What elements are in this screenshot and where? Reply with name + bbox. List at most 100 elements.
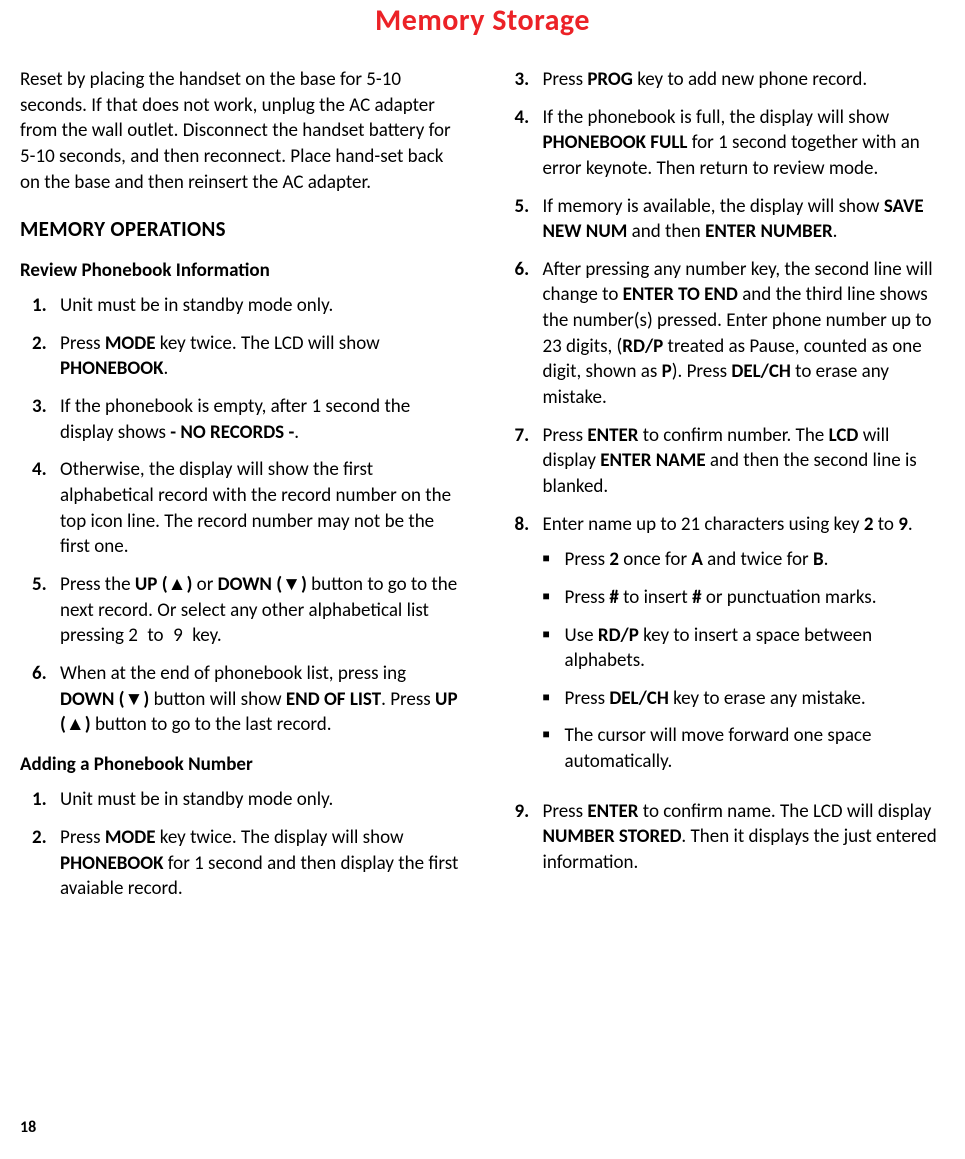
text-run: If memory is available, the display will… [543, 195, 884, 218]
text-run: . [163, 357, 168, 380]
content-columns: Reset by placing the handset on the base… [20, 67, 945, 914]
text-run: to confirm number. The [638, 424, 828, 447]
step-number: 9. [515, 799, 543, 876]
review-step-4: 4. Otherwise, the display will show the … [20, 457, 463, 560]
step-text: Unit must be in standby mode only. [60, 293, 463, 319]
text-bold: 9 [898, 513, 908, 536]
review-step-5: 5. Press the UP (▲) or DOWN (▼) button t… [20, 572, 463, 649]
text-run: key to erase any mistake. [669, 687, 866, 710]
step-text: Press the UP (▲) or DOWN (▼) button to g… [60, 572, 463, 649]
square-bullet-icon: ■ [543, 585, 565, 611]
text-bold: ENTER [587, 800, 638, 823]
text-run: or [192, 573, 217, 596]
step-text: Press MODE key twice. The display will s… [60, 825, 463, 902]
add-step-5: 5. If memory is available, the display w… [503, 194, 946, 245]
text-run: If the phonebook is full, the display wi… [543, 106, 890, 129]
right-column: 3. Press PROG key to add new phone recor… [503, 67, 946, 914]
text-run: button will show [149, 688, 286, 711]
text-run: and then [627, 220, 705, 243]
step-text: When at the end of phonebook list, press… [60, 661, 463, 738]
text-bold: DEL/CH [731, 360, 791, 383]
step-text: Press MODE key twice. The LCD will show … [60, 331, 463, 382]
review-list: 1. Unit must be in standby mode only. 2.… [20, 293, 463, 738]
page-number: 18 [20, 1118, 36, 1137]
text-bold: ENTER NAME [600, 449, 705, 472]
bullet-3: ■ Use RD/P key to insert a space between… [543, 623, 946, 674]
text-run: Press [565, 586, 610, 609]
left-column: Reset by placing the handset on the base… [20, 67, 463, 914]
add-list: 1. Unit must be in standby mode only. 2.… [20, 787, 463, 902]
text-bold: RD/P [598, 624, 639, 647]
add-list-continued: 3. Press PROG key to add new phone recor… [503, 67, 946, 876]
text-run: key to add new phone record. [633, 68, 867, 91]
step-number: 4. [32, 457, 60, 560]
review-step-2: 2. Press MODE key twice. The LCD will sh… [20, 331, 463, 382]
text-run: . [294, 421, 299, 444]
step-number: 1. [32, 293, 60, 319]
text-run: Enter name up to 21 characters using key [543, 513, 864, 536]
text-run: . Press [381, 688, 435, 711]
text-run: ). Press [672, 360, 732, 383]
step-text: Press ENTER to confirm name. The LCD wil… [543, 799, 946, 876]
text-run: Press [543, 424, 588, 447]
square-bullet-icon: ■ [543, 623, 565, 674]
step-text: If memory is available, the display will… [543, 194, 946, 245]
text-run: Press the [60, 573, 135, 596]
step-text: Otherwise, the display will show the fir… [60, 457, 463, 560]
step-text: Unit must be in standby mode only. [60, 787, 463, 813]
text-bold: ENTER [587, 424, 638, 447]
step-number: 8. [515, 512, 543, 787]
step-number: 7. [515, 423, 543, 500]
text-bold: # [692, 586, 701, 609]
text-run: Press [565, 548, 610, 571]
step-text: If the phonebook is full, the display wi… [543, 105, 946, 182]
step-number: 3. [515, 67, 543, 93]
text-run: . [833, 220, 838, 243]
text-bold: 2 [609, 548, 619, 571]
text-bold: PHONEBOOK [60, 357, 163, 380]
step-number: 3. [32, 394, 60, 445]
sub-bullet-list: ■ Press 2 once for A and twice for B. ■ … [543, 547, 946, 774]
add-step-6: 6. After pressing any number key, the se… [503, 257, 946, 411]
text-bold: P [662, 360, 672, 383]
text-bold: 2 [864, 513, 874, 536]
add-step-1: 1. Unit must be in standby mode only. [20, 787, 463, 813]
text-run: When at the end of phonebook list, press… [60, 662, 406, 685]
text-run: key twice. The LCD will show [156, 332, 380, 355]
add-step-3: 3. Press PROG key to add new phone recor… [503, 67, 946, 93]
intro-paragraph: Reset by placing the handset on the base… [20, 67, 463, 195]
add-step-8: 8. Enter name up to 21 characters using … [503, 512, 946, 787]
text-run: . [824, 548, 829, 571]
review-step-3: 3. If the phonebook is empty, after 1 se… [20, 394, 463, 445]
text-run: Press [60, 332, 105, 355]
text-bold: RD/P [622, 335, 663, 358]
text-bold: PHONEBOOK [60, 852, 163, 875]
text-bold: NUMBER STORED [543, 825, 682, 848]
step-text: Enter name up to 21 characters using key… [543, 512, 946, 787]
square-bullet-icon: ■ [543, 686, 565, 712]
bullet-1: ■ Press 2 once for A and twice for B. [543, 547, 946, 573]
text-run: . [908, 513, 913, 536]
text-bold: UP (▲) [135, 573, 192, 596]
text-bold: DOWN (▼) [218, 573, 307, 596]
bullet-2: ■ Press # to insert # or punctuation mar… [543, 585, 946, 611]
heading-adding-phonebook: Adding a Phonebook Number [20, 752, 463, 778]
bullet-text: The cursor will move forward one space a… [565, 723, 946, 774]
step-text: If the phonebook is empty, after 1 secon… [60, 394, 463, 445]
text-run: once for [619, 548, 691, 571]
text-bold: PROG [587, 68, 633, 91]
square-bullet-icon: ■ [543, 547, 565, 573]
step-number: 2. [32, 331, 60, 382]
add-step-9: 9. Press ENTER to confirm name. The LCD … [503, 799, 946, 876]
step-number: 1. [32, 787, 60, 813]
text-run: Press [565, 687, 610, 710]
step-number: 6. [515, 257, 543, 411]
step-text: Press ENTER to confirm number. The LCD w… [543, 423, 946, 500]
bullet-text: Press 2 once for A and twice for B. [565, 547, 946, 573]
step-number: 4. [515, 105, 543, 182]
step-number: 5. [32, 572, 60, 649]
text-run: to [873, 513, 898, 536]
step-number: 5. [515, 194, 543, 245]
text-bold: MODE [105, 332, 156, 355]
text-run: key twice. The display will show [156, 826, 404, 849]
